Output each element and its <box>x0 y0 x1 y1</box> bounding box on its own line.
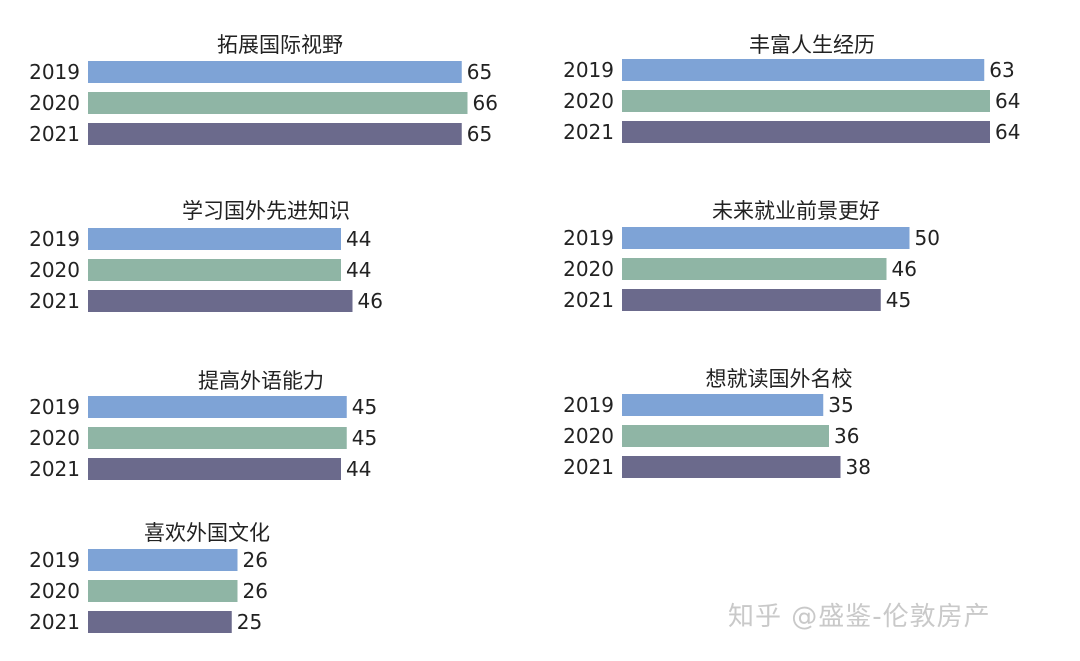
value-label: 50 <box>915 226 940 250</box>
value-label: 44 <box>346 227 371 251</box>
value-label: 44 <box>346 258 371 282</box>
bar-2021 <box>88 123 462 145</box>
year-label: 2019 <box>563 393 614 417</box>
bar-2021 <box>88 458 341 480</box>
bar-2019 <box>88 61 462 83</box>
chart-panel-4: 未来就业前景更好 2019 50 2020 46 2021 45 <box>563 199 940 312</box>
year-label: 2020 <box>563 257 614 281</box>
chart-panel-7: 喜欢外国文化 2019 26 2020 26 2021 25 <box>29 521 270 634</box>
bar-2020 <box>88 259 341 281</box>
chart-panel-3: 学习国外先进知识 2019 44 2020 44 2021 46 <box>29 199 383 313</box>
bar-2020 <box>622 258 887 280</box>
chart-panel-6: 想就读国外名校 2019 35 2020 36 2021 38 <box>563 367 871 479</box>
bar-2021 <box>622 289 881 311</box>
year-label: 2020 <box>29 91 80 115</box>
year-label: 2020 <box>29 258 80 282</box>
bar-2021 <box>622 456 841 478</box>
bar-2020 <box>88 92 468 114</box>
value-label: 66 <box>473 91 498 115</box>
value-label: 26 <box>243 579 268 603</box>
value-label: 45 <box>352 426 377 450</box>
value-label: 65 <box>467 122 492 146</box>
year-label: 2020 <box>29 426 80 450</box>
bar-2020 <box>622 90 990 112</box>
year-label: 2021 <box>563 288 614 312</box>
panel-title: 学习国外先进知识 <box>182 199 350 223</box>
panel-title: 未来就业前景更好 <box>712 199 880 223</box>
value-label: 36 <box>834 424 859 448</box>
year-label: 2019 <box>29 60 80 84</box>
value-label: 45 <box>352 395 377 419</box>
bar-2019 <box>88 396 347 418</box>
panel-title: 想就读国外名校 <box>706 367 853 391</box>
panel-title: 喜欢外国文化 <box>144 521 270 545</box>
year-label: 2019 <box>563 226 614 250</box>
year-label: 2019 <box>563 58 614 82</box>
value-label: 26 <box>243 548 268 572</box>
year-label: 2020 <box>563 89 614 113</box>
bar-2019 <box>622 59 985 81</box>
value-label: 64 <box>995 120 1020 144</box>
bar-2021 <box>622 121 990 143</box>
value-label: 45 <box>886 288 911 312</box>
year-label: 2021 <box>563 120 614 144</box>
year-label: 2019 <box>29 395 80 419</box>
value-label: 63 <box>989 58 1014 82</box>
year-label: 2019 <box>29 227 80 251</box>
bar-2019 <box>88 228 341 250</box>
value-label: 46 <box>892 257 917 281</box>
year-label: 2021 <box>29 289 80 313</box>
bar-2019 <box>88 549 238 571</box>
value-label: 44 <box>346 457 371 481</box>
year-label: 2020 <box>563 424 614 448</box>
year-label: 2021 <box>29 457 80 481</box>
bar-2020 <box>88 580 238 602</box>
value-label: 38 <box>846 455 871 479</box>
panel-title: 提高外语能力 <box>198 369 324 393</box>
bar-2021 <box>88 290 353 312</box>
panel-title: 丰富人生经历 <box>749 33 875 57</box>
bar-2021 <box>88 611 232 633</box>
value-label: 65 <box>467 60 492 84</box>
bar-2019 <box>622 394 824 416</box>
bar-2020 <box>88 427 347 449</box>
watermark-text: 知乎 @盛鉴-伦敦房产 <box>728 602 991 632</box>
value-label: 64 <box>995 89 1020 113</box>
chart-panel-1: 拓展国际视野 2019 65 2020 66 2021 65 <box>29 33 498 146</box>
value-label: 25 <box>237 610 262 634</box>
panel-title: 拓展国际视野 <box>217 33 343 57</box>
year-label: 2020 <box>29 579 80 603</box>
bar-2020 <box>622 425 829 447</box>
value-label: 35 <box>828 393 853 417</box>
year-label: 2019 <box>29 548 80 572</box>
chart-panel-2: 丰富人生经历 2019 63 2020 64 2021 64 <box>563 33 1020 144</box>
year-label: 2021 <box>29 122 80 146</box>
value-label: 46 <box>358 289 383 313</box>
chart-panel-5: 提高外语能力 2019 45 2020 45 2021 44 <box>29 369 377 481</box>
year-label: 2021 <box>29 610 80 634</box>
bar-2019 <box>622 227 910 249</box>
year-label: 2021 <box>563 455 614 479</box>
